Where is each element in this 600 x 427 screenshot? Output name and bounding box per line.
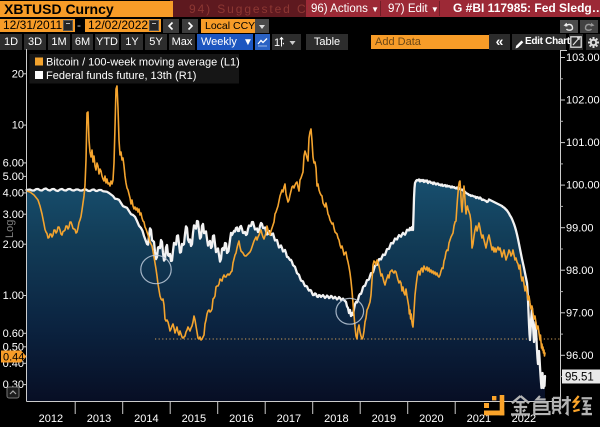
svg-text:2012: 2012 [39, 413, 63, 425]
svg-text:1: 1 [274, 37, 280, 49]
svg-text:2016: 2016 [229, 413, 253, 425]
svg-text:2020: 2020 [419, 413, 443, 425]
svg-text:102.00: 102.00 [566, 95, 600, 107]
svg-text:0.50: 0.50 [3, 341, 24, 353]
svg-text:Bitcoin / 100-week moving aver: Bitcoin / 100-week moving average (L1) [46, 57, 240, 69]
svg-text:2019: 2019 [372, 413, 396, 425]
svg-text:103.00: 103.00 [566, 52, 600, 64]
svg-text:97.00: 97.00 [566, 307, 594, 319]
svg-text:0.60: 0.60 [3, 328, 24, 340]
svg-text:4.00: 4.00 [3, 188, 24, 200]
svg-text:20: 20 [12, 68, 24, 80]
svg-text:98.00: 98.00 [566, 265, 594, 277]
svg-text:2015: 2015 [182, 413, 206, 425]
svg-text:Federal funds future, 13th (R1: Federal funds future, 13th (R1) [46, 70, 196, 82]
svg-text:10: 10 [12, 120, 24, 132]
svg-text:Log: Log [4, 220, 16, 238]
svg-text:96.00: 96.00 [566, 350, 594, 362]
svg-text:2018: 2018 [324, 413, 348, 425]
svg-text:1.00: 1.00 [3, 290, 24, 302]
svg-text:100.00: 100.00 [566, 180, 600, 192]
svg-text:2013: 2013 [87, 413, 111, 425]
svg-text:2022: 2022 [512, 413, 536, 425]
svg-text:3.00: 3.00 [3, 209, 24, 221]
svg-text:5.00: 5.00 [3, 171, 24, 183]
svg-text:2017: 2017 [277, 413, 301, 425]
svg-text:6.00: 6.00 [3, 158, 24, 170]
svg-text:0.44: 0.44 [3, 352, 24, 364]
svg-text:2021: 2021 [467, 413, 491, 425]
svg-text:95.51: 95.51 [565, 372, 594, 384]
svg-text:101.00: 101.00 [566, 137, 600, 149]
svg-text:2014: 2014 [134, 413, 158, 425]
svg-text:99.00: 99.00 [566, 222, 594, 234]
svg-text:2.00: 2.00 [3, 239, 24, 251]
